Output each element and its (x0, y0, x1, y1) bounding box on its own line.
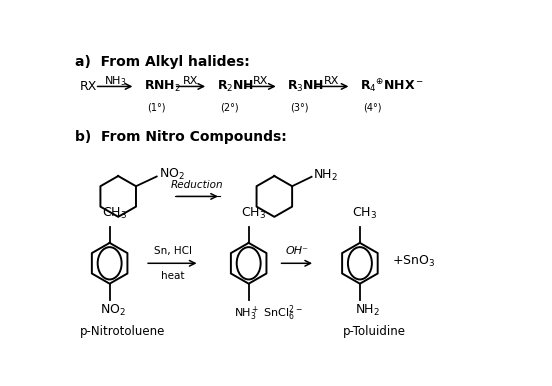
Text: RX: RX (183, 76, 199, 86)
Text: Sn, HCl: Sn, HCl (153, 246, 192, 256)
Text: NH$_2$: NH$_2$ (313, 168, 338, 183)
Text: CH$_3$: CH$_3$ (352, 205, 378, 220)
Text: p-Nitrotoluene: p-Nitrotoluene (79, 325, 165, 338)
Text: R$_2$NH: R$_2$NH (216, 79, 253, 94)
Text: NH$_3^+$ SnCl$_6^{2-}$: NH$_3^+$ SnCl$_6^{2-}$ (234, 303, 303, 323)
Text: OH⁻: OH⁻ (285, 246, 309, 256)
Text: NH$_3$: NH$_3$ (104, 74, 126, 88)
Text: (1°): (1°) (147, 102, 166, 112)
Text: a)  From Alkyl halides:: a) From Alkyl halides: (76, 55, 250, 69)
Text: RX: RX (324, 76, 339, 86)
Text: RNH$_2$: RNH$_2$ (144, 79, 181, 94)
Text: (3°): (3°) (290, 102, 309, 112)
Text: R$_4$$^{\oplus}$NHX$^-$: R$_4$$^{\oplus}$NHX$^-$ (360, 78, 424, 95)
Text: RX: RX (253, 76, 268, 86)
Text: NH$_2$: NH$_2$ (355, 303, 380, 318)
Text: NO$_2$: NO$_2$ (100, 303, 126, 318)
Text: p-Toluidine: p-Toluidine (343, 325, 406, 338)
Text: RX: RX (79, 80, 97, 93)
Text: (2°): (2°) (220, 102, 238, 112)
Text: +SnO$_3$: +SnO$_3$ (392, 254, 435, 269)
Text: heat: heat (161, 271, 184, 281)
Text: Reduction: Reduction (171, 180, 224, 190)
Text: (4°): (4°) (363, 102, 382, 112)
Text: b)  From Nitro Compounds:: b) From Nitro Compounds: (76, 130, 287, 144)
Text: NO$_2$: NO$_2$ (159, 167, 185, 182)
Text: CH$_3$: CH$_3$ (241, 205, 266, 220)
Text: R$_3$NH: R$_3$NH (287, 79, 324, 94)
Text: CH$_3$: CH$_3$ (102, 205, 127, 220)
